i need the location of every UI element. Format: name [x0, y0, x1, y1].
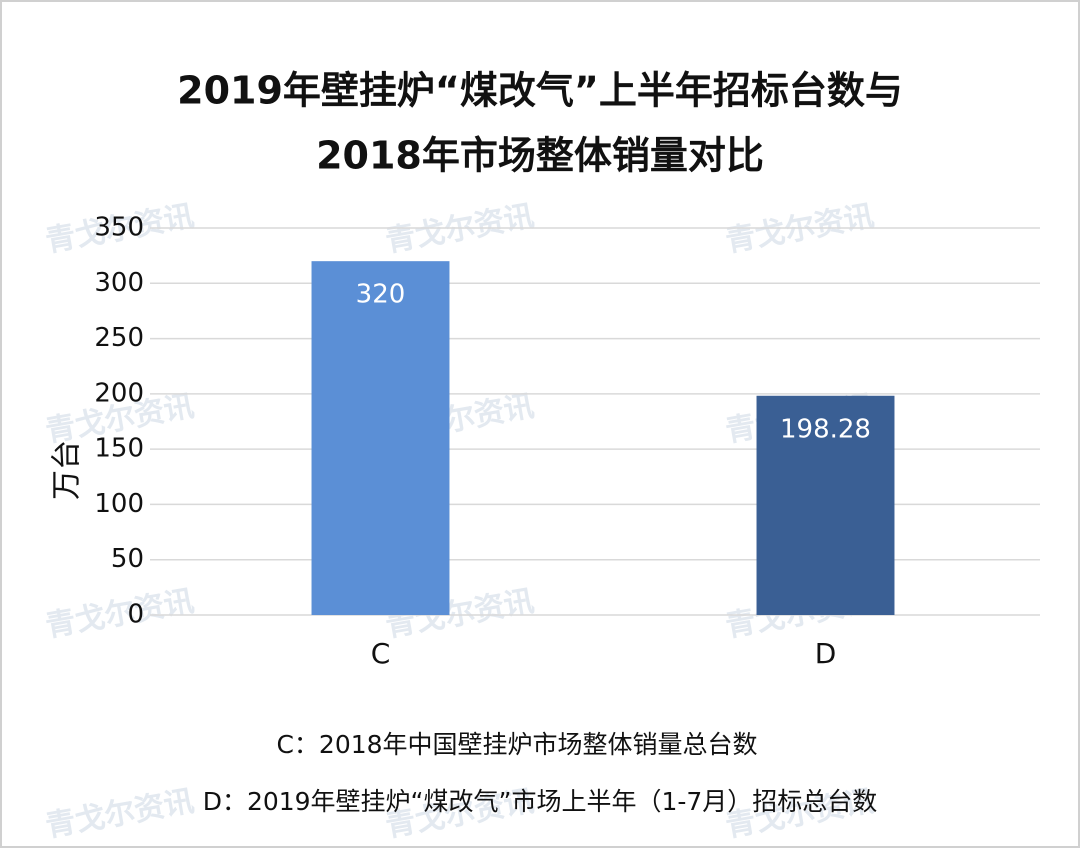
x-tick-label: C: [371, 637, 391, 670]
y-tick-label: 200: [94, 378, 144, 408]
value-label: 320: [356, 280, 406, 310]
y-axis-label: 万台: [50, 440, 85, 500]
value-label: 198.28: [780, 414, 871, 444]
chart-title: 2018年市场整体销量对比: [316, 134, 764, 178]
y-tick-label: 300: [94, 268, 144, 298]
y-tick-label: 0: [127, 600, 144, 630]
bar: [756, 395, 895, 615]
x-tick-label: D: [815, 637, 837, 670]
footnote: C：2018年中国壁挂炉市场整体销量总台数: [276, 730, 757, 759]
y-tick-label: 250: [94, 323, 144, 353]
bar: [311, 261, 450, 615]
y-tick-label: 350: [94, 213, 144, 243]
y-tick-label: 150: [94, 434, 144, 464]
chart-title: 2019年壁挂炉“煤改气”上半年招标台数与: [177, 69, 903, 113]
y-tick-label: 100: [94, 489, 144, 519]
y-tick-label: 50: [111, 544, 144, 574]
footnote: D：2019年壁挂炉“煤改气”市场上半年（1-7月）招标总台数: [203, 787, 878, 816]
